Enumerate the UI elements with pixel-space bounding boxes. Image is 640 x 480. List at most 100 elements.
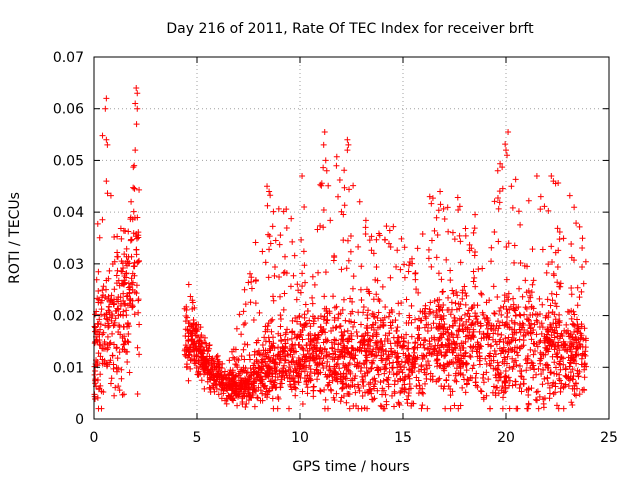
- data-point: [218, 395, 225, 402]
- data-point: [394, 343, 401, 350]
- data-point: [537, 193, 544, 200]
- data-point: [347, 310, 354, 317]
- data-point: [130, 164, 137, 171]
- data-point: [570, 356, 577, 363]
- data-point: [338, 348, 345, 355]
- data-point: [117, 331, 124, 338]
- data-point: [494, 294, 501, 301]
- data-point: [311, 336, 318, 343]
- data-point: [363, 348, 370, 355]
- data-point: [358, 263, 365, 270]
- data-point: [506, 364, 513, 371]
- data-point: [470, 333, 477, 340]
- data-point: [543, 334, 550, 341]
- data-point: [323, 374, 330, 381]
- data-point: [569, 320, 576, 327]
- data-point: [118, 235, 125, 242]
- data-point: [390, 334, 397, 341]
- data-point: [562, 365, 569, 372]
- data-point: [98, 306, 105, 313]
- data-point: [233, 325, 240, 332]
- data-point: [428, 334, 435, 341]
- data-point: [552, 389, 559, 396]
- data-point: [436, 375, 443, 382]
- data-point: [121, 341, 128, 348]
- data-point: [576, 391, 583, 398]
- data-point: [289, 341, 296, 348]
- data-point: [299, 327, 306, 334]
- data-point: [460, 352, 467, 359]
- data-point: [132, 147, 139, 154]
- data-point: [309, 294, 316, 301]
- data-point: [303, 320, 310, 327]
- data-point: [94, 295, 101, 302]
- data-point: [566, 192, 573, 199]
- data-point: [269, 395, 276, 402]
- data-point: [437, 188, 444, 195]
- data-point: [320, 206, 327, 213]
- data-point: [302, 321, 309, 328]
- data-point: [226, 393, 233, 400]
- data-point: [512, 357, 519, 364]
- data-point: [469, 304, 476, 311]
- data-point: [467, 354, 474, 361]
- data-point: [110, 301, 117, 308]
- data-point: [324, 310, 331, 317]
- data-point: [540, 351, 547, 358]
- data-point: [573, 380, 580, 387]
- data-point: [472, 249, 479, 256]
- data-point: [292, 314, 299, 321]
- data-point: [371, 381, 378, 388]
- data-point: [425, 246, 432, 253]
- data-point: [355, 384, 362, 391]
- data-point: [514, 352, 521, 359]
- data-point: [204, 353, 211, 360]
- data-point: [275, 344, 282, 351]
- data-point: [362, 352, 369, 359]
- data-point: [545, 310, 552, 317]
- data-point: [513, 305, 520, 312]
- data-point: [569, 376, 576, 383]
- data-point: [525, 385, 532, 392]
- data-point: [227, 394, 234, 401]
- data-point: [502, 348, 509, 355]
- data-point: [299, 336, 306, 343]
- data-point: [133, 121, 140, 128]
- data-point: [568, 284, 575, 291]
- data-point: [288, 335, 295, 342]
- data-point: [107, 192, 114, 199]
- data-point: [233, 372, 240, 379]
- data-point: [112, 315, 119, 322]
- data-point: [496, 322, 503, 329]
- data-point: [480, 396, 487, 403]
- data-point: [315, 369, 322, 376]
- data-point: [133, 282, 140, 289]
- data-point: [330, 394, 337, 401]
- data-point: [270, 405, 277, 412]
- data-point: [318, 327, 325, 334]
- data-point: [228, 374, 235, 381]
- data-point: [556, 375, 563, 382]
- data-point: [461, 376, 468, 383]
- data-point: [215, 359, 222, 366]
- data-point: [301, 311, 308, 318]
- data-point: [512, 176, 519, 183]
- data-point: [262, 338, 269, 345]
- data-point: [391, 403, 398, 410]
- data-point: [280, 208, 287, 215]
- data-point: [457, 402, 464, 409]
- data-point: [124, 292, 131, 299]
- data-point: [310, 387, 317, 394]
- data-point: [536, 295, 543, 302]
- data-point: [301, 203, 308, 210]
- data-point: [362, 389, 369, 396]
- data-point: [212, 381, 219, 388]
- data-point: [219, 384, 226, 391]
- data-point: [348, 344, 355, 351]
- data-point: [103, 277, 110, 284]
- data-point: [287, 283, 294, 290]
- data-point: [276, 368, 283, 375]
- data-point: [100, 329, 107, 336]
- data-point: [360, 304, 367, 311]
- data-point: [385, 313, 392, 320]
